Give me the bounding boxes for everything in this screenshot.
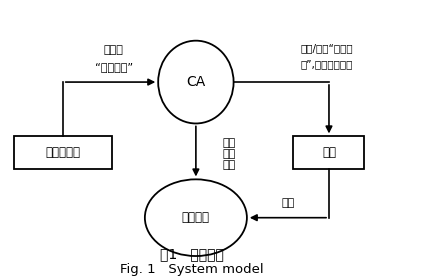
Text: 用户: 用户 — [322, 146, 336, 159]
Text: 解密: 解密 — [281, 198, 295, 208]
Text: 初始化: 初始化 — [104, 45, 124, 55]
Text: 图1   系统模型: 图1 系统模型 — [159, 247, 223, 261]
Text: 数据: 数据 — [222, 138, 236, 148]
Text: 加密: 加密 — [222, 149, 236, 159]
Text: 级”,分发属性私鑰: 级”,分发属性私鑰 — [300, 60, 353, 70]
Bar — [294, 136, 364, 169]
Text: 上传: 上传 — [222, 160, 236, 170]
Text: 云服务器: 云服务器 — [182, 211, 210, 224]
Text: Fig. 1   System model: Fig. 1 System model — [120, 263, 263, 276]
Text: 数据所有者: 数据所有者 — [45, 146, 80, 159]
Text: “信用等级”: “信用等级” — [95, 62, 133, 72]
Text: CA: CA — [186, 75, 206, 89]
Text: 设置/更新“信用等: 设置/更新“信用等 — [300, 43, 353, 53]
Bar — [14, 136, 112, 169]
